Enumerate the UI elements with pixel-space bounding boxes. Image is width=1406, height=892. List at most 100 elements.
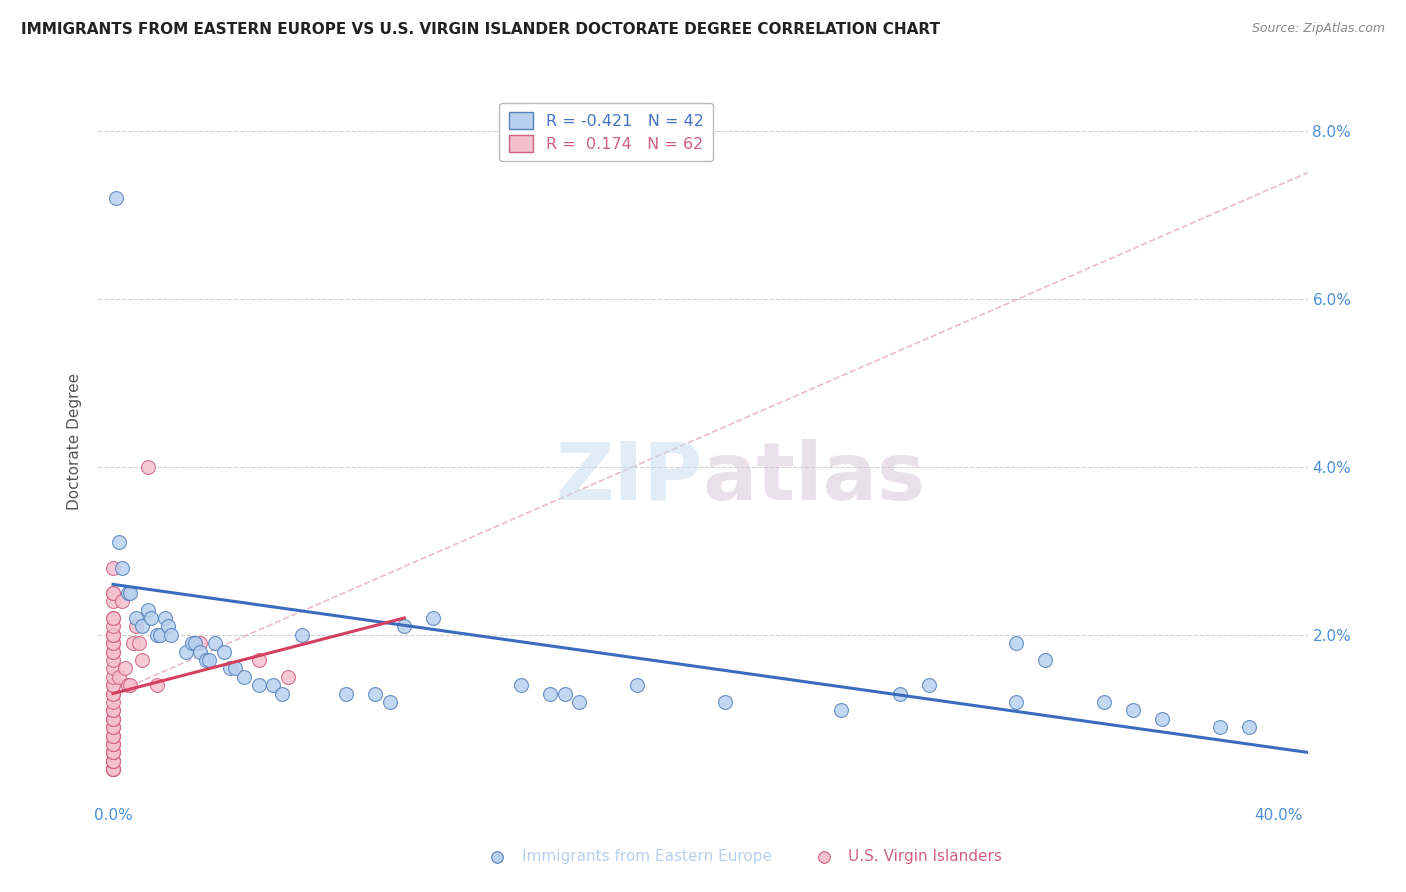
Point — [101, 712, 124, 726]
Point — [108, 670, 131, 684]
Point — [247, 653, 270, 667]
Point — [1033, 653, 1056, 667]
Point — [364, 687, 387, 701]
Point — [101, 636, 124, 650]
Text: IMMIGRANTS FROM EASTERN EUROPE VS U.S. VIRGIN ISLANDER DOCTORATE DEGREE CORRELAT: IMMIGRANTS FROM EASTERN EUROPE VS U.S. V… — [21, 22, 941, 37]
Point — [714, 695, 737, 709]
Point — [190, 644, 212, 658]
Point — [125, 611, 148, 625]
Point — [117, 678, 139, 692]
Point — [101, 687, 124, 701]
Point — [128, 636, 150, 650]
Legend: R = -0.421   N = 42, R =  0.174   N = 62: R = -0.421 N = 42, R = 0.174 N = 62 — [499, 103, 713, 161]
Point — [889, 687, 911, 701]
Point — [538, 687, 561, 701]
Point — [101, 729, 124, 743]
Point — [120, 802, 142, 816]
Point — [335, 687, 357, 701]
Point — [101, 745, 124, 759]
Point — [101, 628, 124, 642]
Point — [101, 695, 124, 709]
Point — [626, 678, 648, 692]
Point — [101, 712, 124, 726]
Point — [174, 644, 197, 658]
Point — [101, 754, 124, 768]
Point — [108, 535, 131, 549]
Text: atlas: atlas — [703, 439, 927, 516]
Text: Source: ZipAtlas.com: Source: ZipAtlas.com — [1251, 22, 1385, 36]
Point — [101, 762, 124, 776]
Point — [101, 687, 124, 701]
Point — [101, 636, 124, 650]
Point — [125, 619, 148, 633]
Point — [120, 678, 142, 692]
Point — [180, 636, 202, 650]
Point — [101, 678, 124, 692]
Point — [101, 628, 124, 642]
Point — [1150, 712, 1173, 726]
Point — [101, 661, 124, 675]
Point — [136, 602, 159, 616]
Point — [101, 737, 124, 751]
Point — [101, 619, 124, 633]
Point — [101, 703, 124, 717]
Point — [233, 670, 256, 684]
Point — [131, 653, 153, 667]
Point — [101, 670, 124, 684]
Point — [212, 644, 235, 658]
Point — [918, 678, 941, 692]
Point — [422, 611, 444, 625]
Point — [271, 687, 294, 701]
Point — [101, 611, 124, 625]
Point — [101, 762, 124, 776]
Point — [145, 678, 167, 692]
Point — [101, 644, 124, 658]
Point — [224, 661, 246, 675]
Point — [101, 754, 124, 768]
Point — [277, 670, 299, 684]
Point — [101, 653, 124, 667]
Point — [101, 762, 124, 776]
Point — [136, 459, 159, 474]
Point — [218, 661, 240, 675]
Point — [1239, 720, 1261, 734]
Point — [139, 611, 162, 625]
Point — [101, 712, 124, 726]
Point — [1092, 695, 1115, 709]
Point — [101, 762, 124, 776]
Point — [101, 611, 124, 625]
Point — [1005, 636, 1028, 650]
Point — [101, 762, 124, 776]
Point — [101, 586, 124, 600]
Point — [101, 594, 124, 608]
Point — [198, 653, 221, 667]
Point — [1122, 703, 1144, 717]
Point — [568, 695, 591, 709]
Point — [1005, 695, 1028, 709]
Point — [101, 586, 124, 600]
Point — [554, 687, 576, 701]
Point — [101, 628, 124, 642]
Point — [111, 594, 134, 608]
Point — [122, 636, 145, 650]
Point — [101, 754, 124, 768]
Point — [149, 628, 172, 642]
Point — [101, 720, 124, 734]
Point — [117, 586, 139, 600]
Text: Immigrants from Eastern Europe: Immigrants from Eastern Europe — [522, 849, 772, 864]
Point — [145, 628, 167, 642]
Point — [262, 678, 284, 692]
Point — [101, 729, 124, 743]
Point — [291, 628, 314, 642]
Y-axis label: Doctorate Degree: Doctorate Degree — [67, 373, 83, 510]
Point — [183, 636, 205, 650]
Point — [114, 661, 136, 675]
Point — [509, 678, 531, 692]
Point — [111, 802, 134, 816]
Point — [101, 729, 124, 743]
Point — [247, 678, 270, 692]
Point — [101, 737, 124, 751]
Point — [111, 560, 134, 574]
Point — [157, 619, 180, 633]
Point — [101, 745, 124, 759]
